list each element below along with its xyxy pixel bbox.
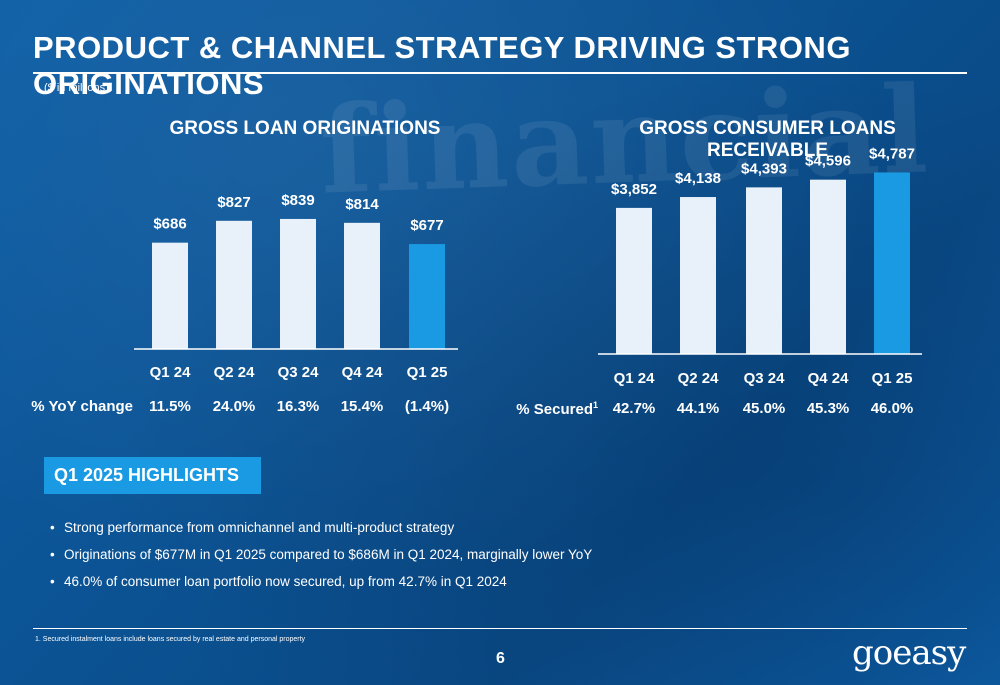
x-tick-label: Q4 24 (342, 364, 384, 381)
bar-q4-24 (810, 179, 846, 354)
x-tick-label: Q1 25 (872, 370, 913, 387)
row-value: 46.0% (870, 400, 914, 417)
goeasy-logo: goeasy (852, 633, 966, 673)
footnote: 1. Secured instalment loans include loan… (35, 636, 306, 643)
bar-value-label: $4,787 (869, 145, 915, 162)
bar-q1-25 (874, 172, 910, 354)
x-tick-label: Q2 24 (214, 364, 256, 381)
x-tick-label: Q3 24 (278, 364, 320, 381)
row-value: 45.0% (742, 400, 786, 417)
x-tick-label: Q3 24 (744, 370, 786, 387)
footer-divider (33, 628, 967, 629)
highlight-bullet: 46.0% of consumer loan portfolio now sec… (50, 568, 592, 595)
title-divider (33, 72, 967, 74)
bar-value-label: $686 (153, 216, 186, 233)
bar-value-label: $827 (217, 194, 250, 211)
bar-value-label: $4,138 (675, 170, 721, 187)
row-value: 24.0% (212, 398, 256, 415)
highlight-bullet: Originations of $677M in Q1 2025 compare… (50, 541, 592, 568)
receivables-chart: $3,852 Q1 24 $4,138 Q2 24 $4,393 Q3 24 $4,596 Q… (598, 145, 922, 387)
bar-q2-24 (216, 220, 252, 349)
row-label: % YoY change (31, 398, 133, 415)
row-value: 11.5% (149, 398, 191, 415)
bar-q1-24 (616, 207, 652, 354)
highlights-heading: Q1 2025 HIGHLIGHTS (44, 457, 261, 494)
highlight-bullet: Strong performance from omnichannel and … (50, 514, 592, 541)
bar-value-label: $839 (281, 192, 314, 209)
highlights-list: Strong performance from omnichannel and … (50, 514, 592, 595)
row-value: 44.1% (676, 400, 720, 417)
x-tick-label: Q1 25 (407, 364, 448, 381)
row-value: 45.3% (806, 400, 850, 417)
bar-value-label: $4,393 (741, 160, 787, 177)
bar-q3-24 (280, 218, 316, 349)
bar-value-label: $3,852 (611, 181, 657, 198)
x-tick-label: Q1 24 (150, 364, 192, 381)
footnote-marker: 1 (592, 400, 598, 410)
bar-value-label: $677 (410, 217, 443, 234)
row-value: (1.4%) (404, 398, 450, 415)
page-title: PRODUCT & CHANNEL STRATEGY DRIVING STRON… (33, 30, 851, 101)
chart-title-originations: GROSS LOAN ORIGINATIONS (169, 118, 441, 139)
bar-q1-24 (152, 242, 188, 349)
bar-q3-24 (746, 187, 782, 354)
row-value: 16.3% (276, 398, 320, 415)
page-number: 6 (496, 650, 505, 667)
bar-q4-24 (344, 222, 380, 349)
x-tick-label: Q1 24 (614, 370, 656, 387)
bar-q1-25 (409, 244, 445, 349)
bar-q2-24 (680, 197, 716, 354)
row-value: 42.7% (612, 400, 656, 417)
bar-value-label: $814 (345, 196, 379, 213)
row-value: 15.4% (340, 398, 384, 415)
row-label: % Secured1 (516, 400, 598, 418)
x-tick-label: Q2 24 (678, 370, 720, 387)
units-note: ($ in millions) (44, 82, 109, 94)
bar-value-label: $4,596 (805, 153, 851, 170)
x-tick-label: Q4 24 (808, 370, 850, 387)
originations-chart: $686 Q1 24 $827 Q2 24 $839 Q3 24 $814 Q4 24 $677… (134, 192, 458, 381)
chart-title-receivables: GROSS CONSUMER LOANS RECEIVABLE (639, 118, 896, 161)
